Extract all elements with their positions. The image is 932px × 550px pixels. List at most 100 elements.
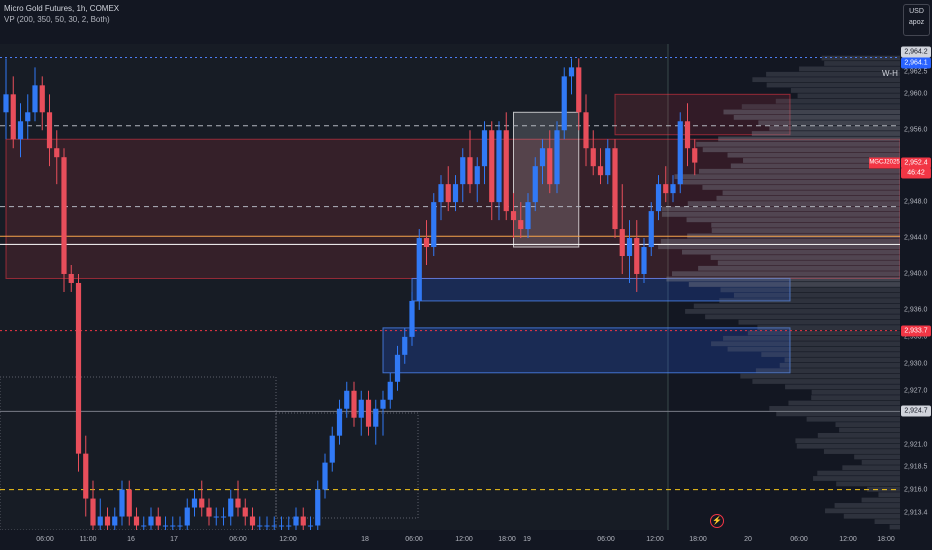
volume-profile-bar	[696, 141, 900, 147]
time-tick-label: 20	[744, 536, 752, 543]
chart-title: Micro Gold Futures, 1h, COMEX	[4, 4, 120, 13]
candle-body	[525, 202, 531, 230]
candle-body	[199, 498, 205, 508]
volume-profile-bar	[797, 93, 900, 99]
candle-body	[655, 184, 662, 212]
price-tick-label: 2,960.0	[904, 90, 928, 98]
volume-profile-bar	[861, 459, 900, 465]
volume-profile-bar	[743, 158, 900, 163]
candle-body	[184, 507, 190, 526]
candle-body	[576, 67, 582, 113]
time-tick-label: 06:00	[597, 536, 615, 543]
zone-white	[513, 111, 580, 248]
candle-body	[409, 300, 415, 337]
candle-body	[597, 166, 604, 176]
price-tick-label: 2,936.0	[904, 306, 928, 314]
candle-body	[17, 121, 24, 140]
volume-profile-bar	[878, 492, 900, 498]
candle-body	[510, 211, 517, 221]
price-tick-label: 2,933.0	[904, 333, 928, 341]
candle-body	[191, 498, 198, 508]
volume-profile-bar	[811, 389, 900, 395]
volume-profile-bar	[698, 265, 900, 271]
volume-profile-bar	[740, 373, 900, 379]
candle-body	[387, 381, 393, 400]
volume-profile-bar	[702, 147, 900, 153]
volume-profile-bar	[842, 465, 900, 471]
price-tick-label: 2,913.4	[904, 509, 928, 517]
candle-body	[61, 157, 67, 274]
candle-body	[365, 399, 372, 427]
volume-profile-bar	[769, 125, 900, 131]
candle-body	[423, 238, 430, 248]
symbol-badge: MGCJ2025	[869, 157, 900, 169]
volume-profile-bar	[795, 438, 900, 444]
volume-profile-bar	[889, 524, 900, 530]
volume-profile-bar	[733, 114, 900, 120]
volume-profile-bar	[784, 357, 900, 363]
candle-body	[119, 489, 125, 517]
volume-profile-bar	[711, 228, 900, 233]
volume-profile-bar	[821, 55, 900, 61]
volume-profile-bar	[716, 195, 900, 201]
volume-profile-bar	[727, 346, 900, 352]
price-tick-label: 2,930.0	[904, 360, 928, 368]
candle-body	[518, 220, 524, 230]
volume-profile-bar	[693, 303, 900, 309]
volume-profile-bar	[723, 109, 900, 115]
candle-body	[112, 516, 118, 526]
indicator-label[interactable]: VP (200, 350, 50, 30, 2, Both)	[4, 15, 110, 24]
candle-body	[329, 435, 335, 463]
price-chart[interactable]	[0, 0, 900, 530]
volume-profile-bar	[711, 222, 900, 228]
candle-body	[83, 453, 89, 499]
time-tick-label: 12:00	[839, 536, 857, 543]
time-tick-label: 12:00	[279, 536, 297, 543]
volume-profile-bar	[806, 416, 900, 422]
candle-countdown-badge: 46:42	[901, 167, 931, 179]
candle-body	[235, 498, 241, 508]
candle-body	[257, 525, 263, 527]
candle-body	[431, 202, 437, 248]
volume-profile-bar	[758, 120, 900, 126]
time-tick-label: 17	[170, 536, 178, 543]
candle-body	[228, 498, 234, 517]
zone-blue	[382, 327, 791, 374]
volume-profile-bar	[823, 449, 900, 454]
candle-body	[663, 184, 669, 194]
wh-price-badge: 2,964.2	[901, 46, 931, 58]
candle-body	[605, 148, 611, 176]
volume-profile-bar	[717, 260, 900, 266]
lightning-icon[interactable]: ⚡	[710, 514, 724, 528]
price-tick-label: 2,921.0	[904, 441, 928, 449]
volume-profile-bar	[843, 513, 900, 519]
zone-blue	[411, 277, 791, 302]
volume-profile-bar	[775, 98, 900, 104]
time-axis[interactable]: 06:00 11:00 16 17 06:00 12:00 18 06:00 12:00 18:0…	[0, 530, 900, 550]
candle-body	[474, 166, 480, 185]
time-tick-label: 06:00	[36, 536, 54, 543]
volume-profile-bar	[674, 174, 900, 180]
candle-body	[177, 525, 183, 527]
volume-profile-bar	[817, 432, 900, 438]
currency-selector[interactable]: USD apoz	[903, 4, 930, 36]
price-axis[interactable]: 2,967.52,962.52,960.02,956.02,952.02,948…	[900, 0, 932, 530]
candle-body	[648, 211, 654, 248]
volume-profile-bar	[825, 508, 900, 514]
volume-profile-bar	[769, 406, 900, 411]
candle-body	[539, 148, 546, 167]
candle-body	[220, 516, 227, 518]
volume-profile-bar	[682, 249, 900, 255]
candle-body	[358, 399, 364, 418]
time-tick-label: 12:00	[646, 536, 664, 543]
time-tick-label: 18:00	[498, 536, 516, 543]
volume-profile-bar	[874, 519, 900, 525]
blue-line-price-badge: 2,964.1	[901, 57, 931, 69]
volume-profile-bar	[710, 255, 900, 260]
volume-profile-bar	[666, 276, 900, 282]
candle-body	[547, 148, 553, 185]
volume-profile-bar	[755, 368, 900, 374]
candle-body	[373, 408, 379, 427]
volume-profile-bar	[799, 66, 900, 72]
volume-profile-bar	[741, 104, 900, 109]
